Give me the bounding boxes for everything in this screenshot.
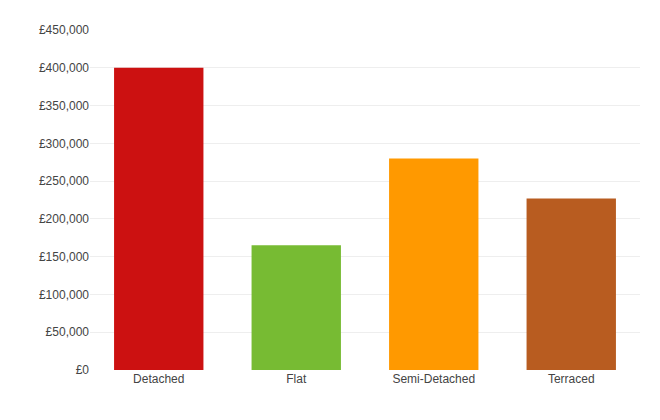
- svg-text:£300,000: £300,000: [39, 137, 89, 151]
- svg-text:£400,000: £400,000: [39, 61, 89, 75]
- svg-text:Flat: Flat: [286, 372, 307, 386]
- svg-text:£250,000: £250,000: [39, 174, 89, 188]
- svg-text:£150,000: £150,000: [39, 250, 89, 264]
- svg-text:£200,000: £200,000: [39, 212, 89, 226]
- svg-text:Semi-Detached: Semi-Detached: [392, 372, 475, 386]
- svg-text:Terraced: Terraced: [548, 372, 595, 386]
- svg-text:£350,000: £350,000: [39, 99, 89, 113]
- svg-text:£0: £0: [76, 363, 90, 377]
- svg-text:£50,000: £50,000: [46, 325, 90, 339]
- svg-text:£100,000: £100,000: [39, 288, 89, 302]
- svg-text:Detached: Detached: [133, 372, 184, 386]
- svg-text:£450,000: £450,000: [39, 23, 89, 37]
